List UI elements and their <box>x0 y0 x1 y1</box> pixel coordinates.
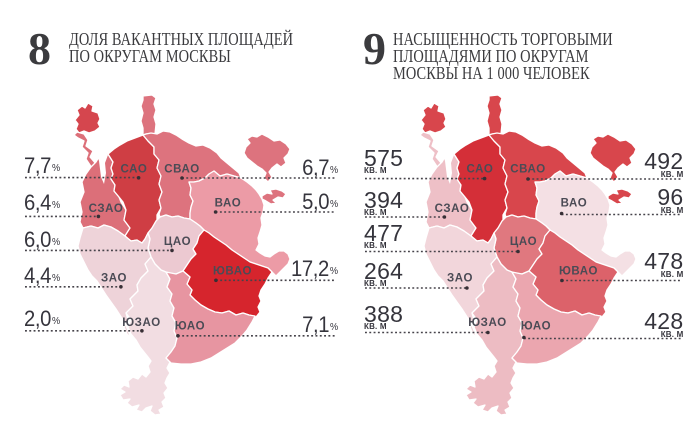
svg-text:ЦАО: ЦАО <box>510 236 537 248</box>
svg-text:САО: САО <box>467 164 494 176</box>
svg-text:ЮЗАО: ЮЗАО <box>122 317 161 329</box>
svg-text:СВАО: СВАО <box>164 164 200 176</box>
svg-text:ЮВАО: ЮВАО <box>559 266 598 278</box>
svg-text:ВАО: ВАО <box>561 198 588 210</box>
svg-text:ЗАО: ЗАО <box>447 273 473 285</box>
svg-text:СВАО: СВАО <box>510 164 546 176</box>
svg-text:ЗАО: ЗАО <box>101 273 127 285</box>
svg-text:СЗАО: СЗАО <box>89 203 124 215</box>
svg-text:САО: САО <box>121 164 148 176</box>
svg-text:СЗАО: СЗАО <box>435 203 470 215</box>
svg-text:ЮВАО: ЮВАО <box>213 266 252 278</box>
svg-text:ЦАО: ЦАО <box>164 236 191 248</box>
svg-text:ВАО: ВАО <box>215 198 242 210</box>
svg-text:ЮЗАО: ЮЗАО <box>468 317 507 329</box>
svg-text:ЮАО: ЮАО <box>521 321 551 333</box>
svg-text:ЮАО: ЮАО <box>175 321 205 333</box>
